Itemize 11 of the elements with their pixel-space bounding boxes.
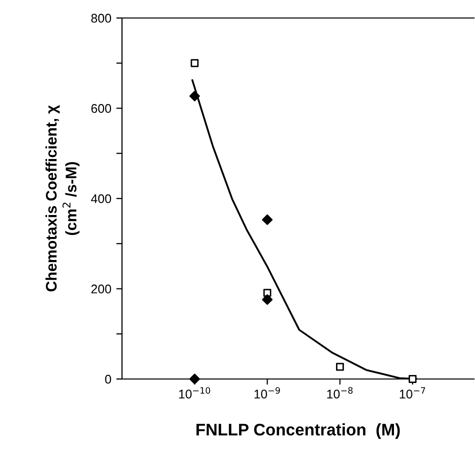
x-tick-label: 10$^{−7}$ (400, 387, 426, 399)
y-tick-label: 600 (91, 104, 112, 113)
y-tick-label: 800 (91, 14, 112, 23)
y-axis-title: Chemotaxis Coefficient, χ (cm$^{2}$ /s-M) (45, 105, 80, 292)
y-tick-label: 400 (91, 194, 112, 204)
y-tick-label: 0 (105, 374, 112, 384)
y-tick-label: 200 (91, 284, 112, 294)
x-tick-label: 10$^{−9}$ (254, 387, 280, 399)
x-axis-title: FNLLP Concentration (M) (196, 423, 400, 439)
x-tick-label: 10$^{−8}$ (327, 387, 353, 399)
x-tick-label: 10$^{−10}$ (179, 387, 210, 399)
